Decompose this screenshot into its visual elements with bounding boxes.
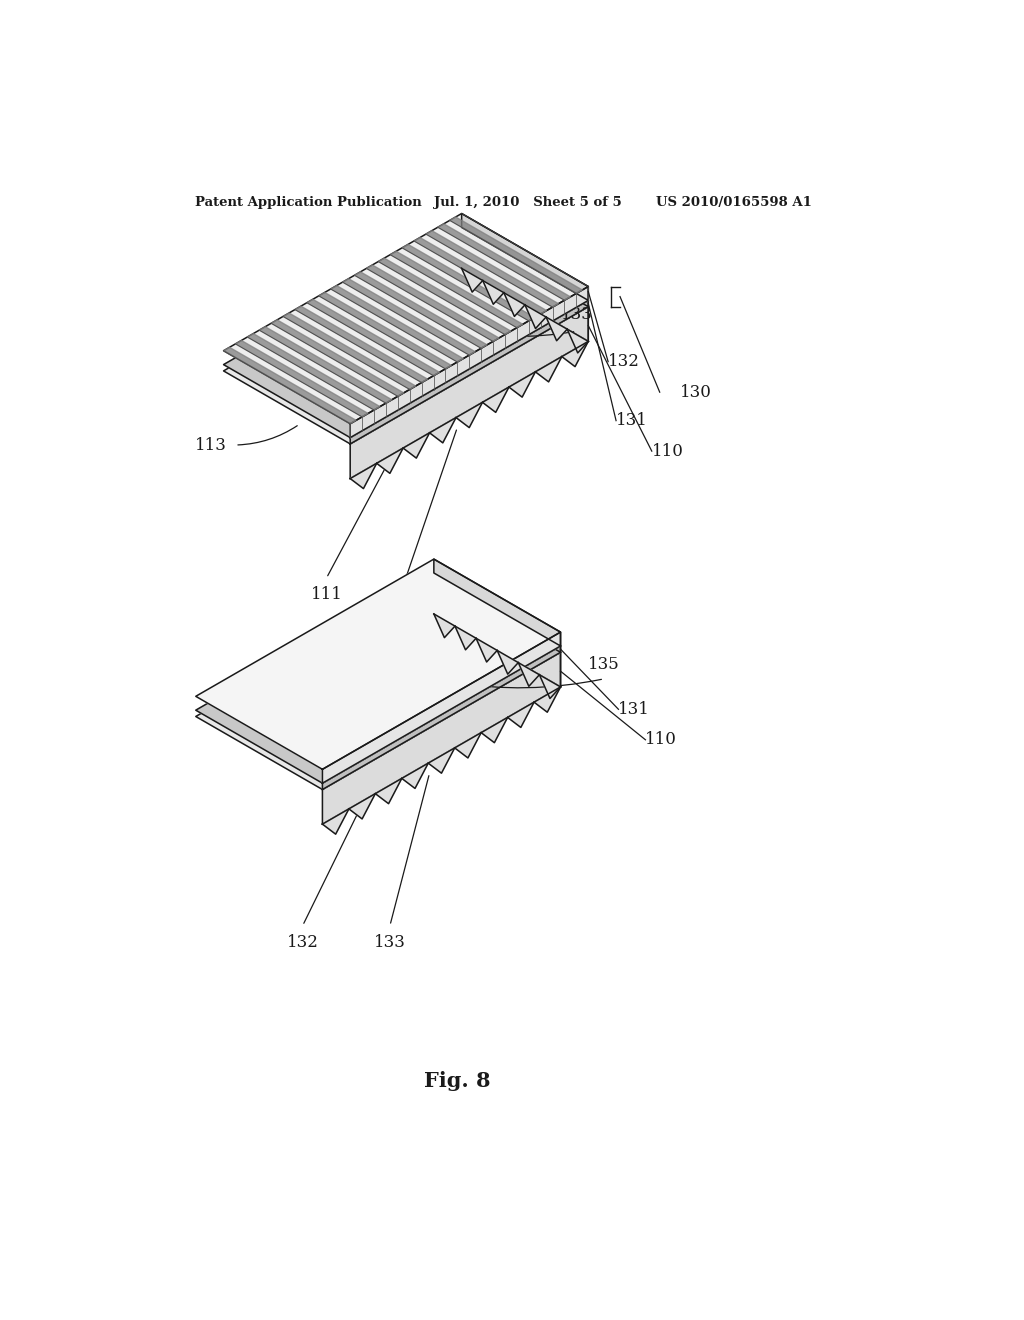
Polygon shape [259,327,392,403]
Polygon shape [504,293,525,317]
Polygon shape [428,748,455,774]
Polygon shape [350,306,588,479]
Polygon shape [350,301,588,444]
Text: 113: 113 [196,437,227,454]
Polygon shape [223,227,588,438]
Text: 110: 110 [645,731,677,748]
Polygon shape [509,372,536,397]
Polygon shape [462,227,588,306]
Polygon shape [401,763,428,788]
Polygon shape [455,733,481,758]
Polygon shape [455,626,476,649]
Polygon shape [323,652,560,824]
Text: 132: 132 [608,354,640,370]
Polygon shape [482,281,504,304]
Text: Fig. 7: Fig. 7 [424,609,490,628]
Polygon shape [540,675,560,698]
Text: Fig. 8: Fig. 8 [424,1072,490,1092]
Polygon shape [434,573,560,652]
Polygon shape [318,293,452,368]
Polygon shape [434,579,560,686]
Polygon shape [456,403,482,428]
Polygon shape [518,663,540,686]
Polygon shape [331,285,463,362]
Text: 132: 132 [287,935,318,950]
Polygon shape [434,560,560,645]
Text: 131: 131 [616,412,648,429]
Text: Patent Application Publication: Patent Application Publication [196,195,422,209]
Polygon shape [378,259,511,334]
Polygon shape [349,793,376,818]
Polygon shape [482,387,509,412]
Polygon shape [434,614,455,638]
Text: 133: 133 [374,935,406,950]
Polygon shape [508,702,535,727]
Polygon shape [350,286,588,438]
Polygon shape [295,306,428,383]
Polygon shape [350,463,377,488]
Text: 130: 130 [680,384,712,401]
Polygon shape [323,645,560,789]
Polygon shape [196,579,560,789]
Polygon shape [271,319,403,396]
Polygon shape [323,632,560,783]
Polygon shape [414,238,547,314]
Polygon shape [430,417,456,442]
Polygon shape [323,809,349,834]
Polygon shape [343,279,475,355]
Text: 131: 131 [618,701,650,718]
Polygon shape [223,347,356,424]
Polygon shape [283,313,416,389]
Text: 133: 133 [560,306,592,323]
Polygon shape [562,342,588,367]
Polygon shape [367,265,499,342]
Polygon shape [462,234,588,342]
Polygon shape [377,447,403,474]
Polygon shape [376,779,401,804]
Polygon shape [525,305,546,329]
Polygon shape [462,214,588,301]
Text: Jul. 1, 2010   Sheet 5 of 5: Jul. 1, 2010 Sheet 5 of 5 [433,195,622,209]
Polygon shape [498,651,518,675]
Polygon shape [535,686,560,713]
Text: 135: 135 [588,656,621,673]
Text: 112: 112 [390,586,422,603]
Polygon shape [536,356,562,381]
Polygon shape [546,317,567,341]
Polygon shape [236,341,368,417]
Polygon shape [402,244,535,321]
Polygon shape [248,334,380,411]
Polygon shape [438,224,570,300]
Polygon shape [196,560,560,770]
Polygon shape [403,433,430,458]
Text: 111: 111 [310,586,342,603]
Polygon shape [426,231,558,308]
Polygon shape [223,214,588,424]
Polygon shape [567,329,588,352]
Polygon shape [481,718,508,743]
Polygon shape [354,272,487,348]
Polygon shape [307,300,439,376]
Polygon shape [223,234,588,444]
Polygon shape [196,573,560,783]
Polygon shape [476,639,498,663]
Polygon shape [450,216,583,293]
Text: US 2010/0165598 A1: US 2010/0165598 A1 [655,195,812,209]
Polygon shape [390,251,523,327]
Polygon shape [462,268,482,292]
Text: 110: 110 [651,442,684,459]
